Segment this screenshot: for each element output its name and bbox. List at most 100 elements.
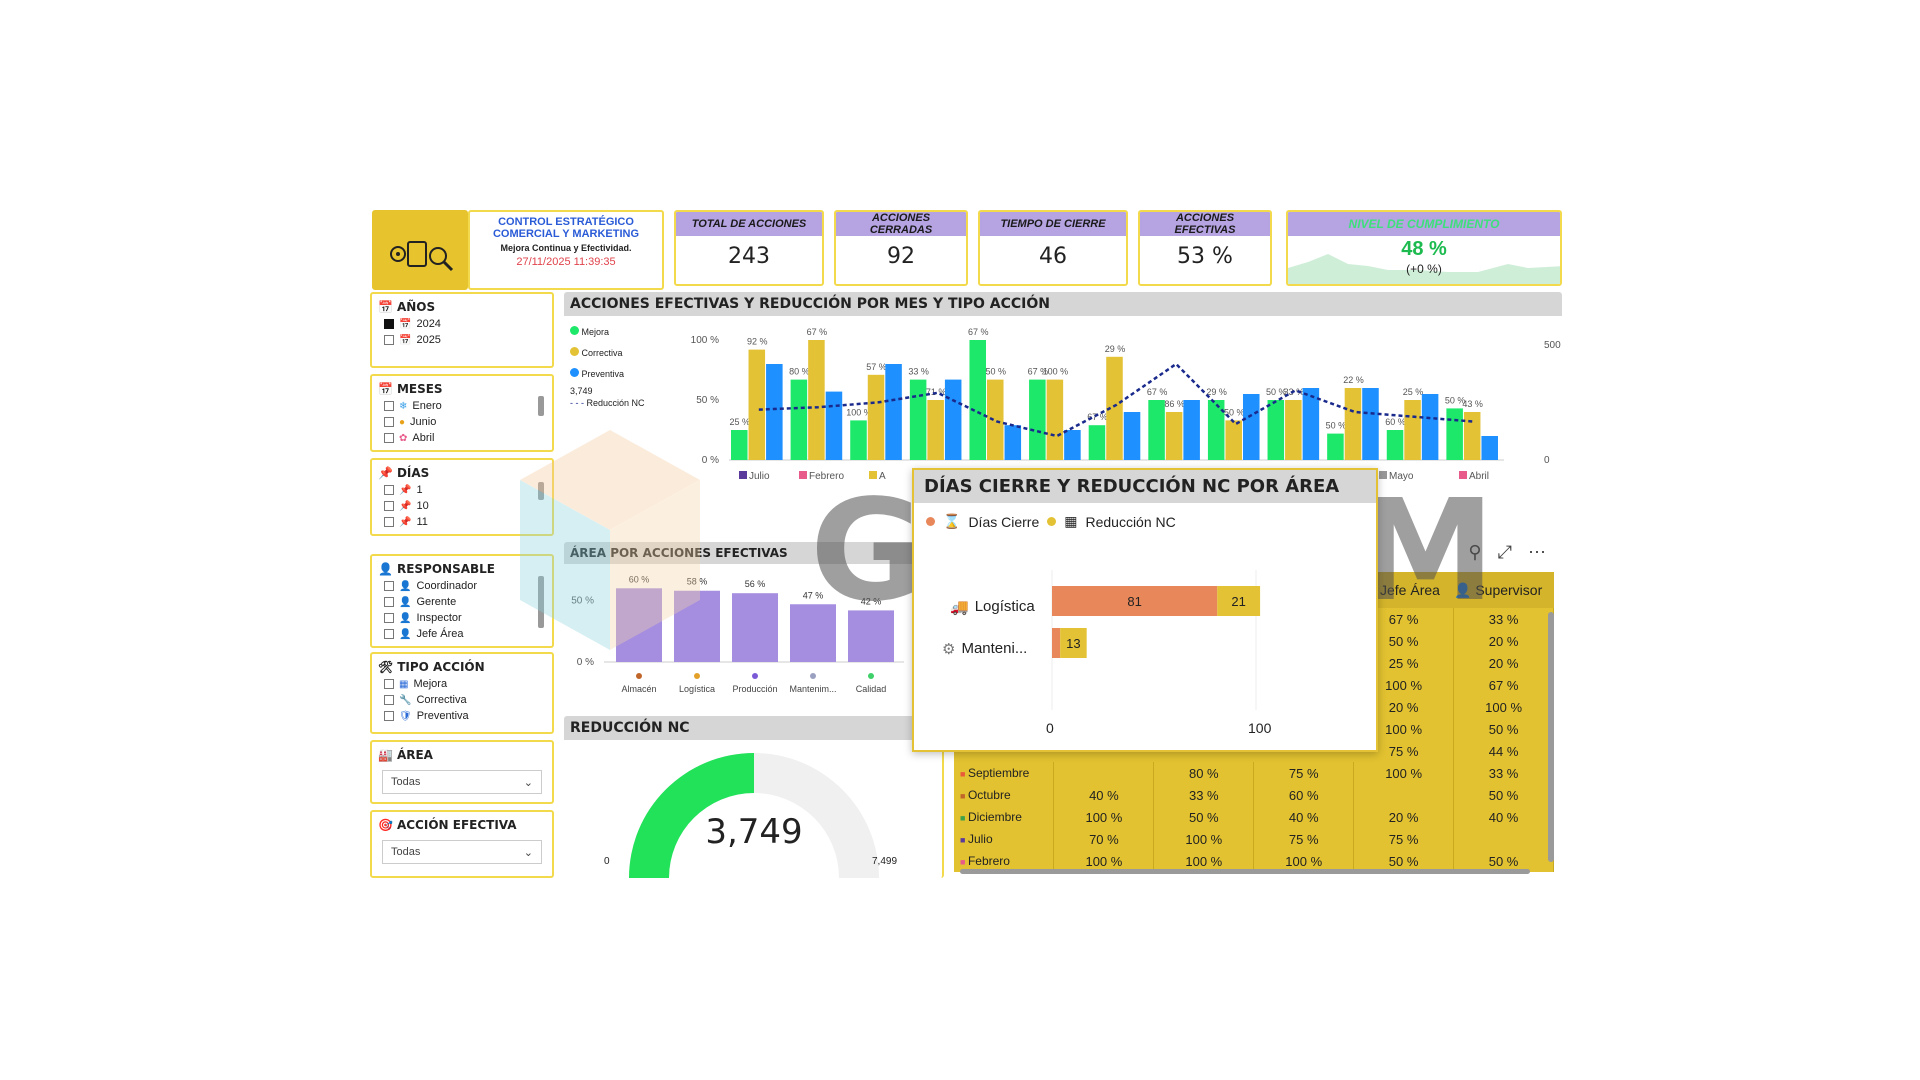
bar-correctiva[interactable] xyxy=(1404,400,1421,460)
kpi-acciones-cerradas[interactable]: ACCIONES CERRADAS 92 xyxy=(834,210,968,286)
slicer-option-2025[interactable]: 📅 2025 xyxy=(384,332,552,348)
bar-mejora[interactable] xyxy=(909,379,927,460)
slicer-option-inspector[interactable]: 👤 Inspector xyxy=(384,610,552,626)
slicer-anios[interactable]: 📅 AÑOS 📅 2024 📅 2025 xyxy=(370,292,554,368)
bar-preventiva[interactable] xyxy=(1362,388,1379,460)
bar-correctiva[interactable] xyxy=(867,374,885,460)
bar-mejora[interactable] xyxy=(1148,400,1165,460)
slicer-option-correctiva[interactable]: 🔧 Correctiva xyxy=(384,692,552,708)
table-row[interactable]: ■ Julio 70 % 100 % 75 % 75 % xyxy=(954,828,1554,850)
table-header-supervisor[interactable]: 👤 Supervisor xyxy=(1454,582,1543,598)
bar-area[interactable] xyxy=(732,593,778,662)
bar-mejora[interactable] xyxy=(790,379,808,460)
bar-mejora[interactable] xyxy=(1029,379,1046,460)
checkbox-checked[interactable] xyxy=(384,319,394,329)
scrollbar-thumb[interactable] xyxy=(538,576,544,628)
slicer-option-coordinador[interactable]: 👤 Coordinador xyxy=(384,578,552,594)
scrollbar-thumb[interactable] xyxy=(538,482,544,500)
slicer-option-dia-10[interactable]: 📌 10 xyxy=(384,498,552,514)
table-vscrollbar[interactable] xyxy=(1548,612,1554,862)
more-options-icon[interactable]: ⋯ xyxy=(1528,542,1546,562)
slicer-option-enero[interactable]: ❄ Enero xyxy=(384,398,552,414)
filter-icon[interactable]: ⚲ xyxy=(1468,542,1482,562)
slicer-tipo-accion[interactable]: 🛠 TIPO ACCIÓN ▦ Mejora 🔧 Correctiva 🛡 Preven… xyxy=(370,652,554,734)
bar-correctiva[interactable] xyxy=(1165,412,1183,460)
bar-preventiva[interactable] xyxy=(944,379,962,460)
checkbox[interactable] xyxy=(384,335,394,345)
table-row[interactable]: ■ Septiembre 80 % 75 % 100 % 33 % xyxy=(954,762,1554,784)
table-row[interactable]: ■ Diciembre 100 % 50 % 40 % 20 % 40 % xyxy=(954,806,1554,828)
bar-preventiva[interactable] xyxy=(1481,436,1498,460)
expand-icon[interactable]: ⤢ xyxy=(1497,542,1512,562)
area-chart-card[interactable]: ÁREA POR ACCIONES EFECTIVAS 50 % 0 % 60 % A… xyxy=(564,542,914,708)
slicer-option-abril[interactable]: ✿ Abril xyxy=(384,430,552,446)
bar-preventiva[interactable] xyxy=(1064,430,1081,460)
bar-mejora[interactable] xyxy=(1088,425,1106,460)
bar-area[interactable] xyxy=(790,604,836,662)
table-row[interactable]: 100 % 50 % xyxy=(1354,718,1554,740)
bar-mejora[interactable] xyxy=(1207,400,1225,460)
kpi-total-acciones[interactable]: TOTAL DE ACCIONES 243 xyxy=(674,210,824,286)
bar-preventiva[interactable] xyxy=(885,364,902,460)
legend-item-correctiva[interactable]: Correctiva xyxy=(570,343,645,364)
bar-preventiva[interactable] xyxy=(1242,394,1260,460)
bar-area[interactable] xyxy=(616,588,662,662)
bar-mejora[interactable] xyxy=(1446,408,1463,460)
slicer-option-dia-11[interactable]: 📌 11 xyxy=(384,514,552,530)
kpi-acciones-efectivas[interactable]: ACCIONES EFECTIVAS 53 % xyxy=(1138,210,1272,286)
scrollbar-thumb[interactable] xyxy=(538,396,544,416)
bar-preventiva[interactable] xyxy=(825,391,843,460)
bar-preventiva[interactable] xyxy=(766,364,783,460)
bar-mejora[interactable] xyxy=(969,340,986,460)
table-row[interactable]: 100 % 67 % xyxy=(1354,674,1554,696)
bar-preventiva[interactable] xyxy=(1302,388,1320,460)
legend-item-reduccion[interactable]: 3,749- - - Reducción NC xyxy=(570,386,645,408)
slicer-option-dia-1[interactable]: 📌 1 xyxy=(384,482,552,498)
bar-correctiva[interactable] xyxy=(748,349,766,460)
bar-correctiva[interactable] xyxy=(927,400,944,460)
table-row[interactable]: 25 % 20 % xyxy=(1354,652,1554,674)
bar-preventiva[interactable] xyxy=(1123,412,1141,460)
slicer-option-jefe-area[interactable]: 👤 Jefe Área xyxy=(384,626,552,642)
bar-correctiva[interactable] xyxy=(1285,400,1302,460)
bar-mejora[interactable] xyxy=(850,420,867,460)
kpi-tiempo-cierre[interactable]: TIEMPO DE CIERRE 46 xyxy=(978,210,1128,286)
table-row[interactable]: ■ Octubre 40 % 33 % 60 % 50 % xyxy=(954,784,1554,806)
bar-mejora[interactable] xyxy=(1386,430,1404,460)
bar-preventiva[interactable] xyxy=(1183,400,1200,460)
table-hscrollbar[interactable] xyxy=(960,869,1530,874)
gauge-card[interactable]: REDUCCIÓN NC 3,749 0 7,499 xyxy=(564,716,944,878)
slicer-responsable[interactable]: 👤 RESPONSABLE 👤 Coordinador 👤 Gerente 👤 Insp… xyxy=(370,554,554,648)
bar-correctiva[interactable] xyxy=(1046,379,1064,460)
slicer-option-preventiva[interactable]: 🛡 Preventiva xyxy=(384,708,552,724)
table-row[interactable]: ■ Febrero 100 % 100 % 100 % 50 % 50 % xyxy=(954,850,1554,872)
bar-preventiva[interactable] xyxy=(1421,394,1439,460)
bar-area[interactable] xyxy=(848,610,894,662)
slicer-area[interactable]: 🏭 ÁREA Todas ⌄ xyxy=(370,740,554,804)
bar-mejora[interactable] xyxy=(1327,433,1344,460)
table-row[interactable]: 67 % 33 % xyxy=(1354,608,1554,630)
bar-correctiva[interactable] xyxy=(808,340,825,460)
table-header-jefe-area[interactable]: Jefe Área xyxy=(1380,582,1440,598)
slicer-option-junio[interactable]: ● Junio xyxy=(384,414,552,430)
bar-correctiva[interactable] xyxy=(1344,388,1362,460)
table-row[interactable]: 75 % 44 % xyxy=(1354,740,1554,762)
slicer-option-2024[interactable]: 📅 2024 xyxy=(384,316,552,332)
kpi-nivel-cumplimiento[interactable]: NIVEL DE CUMPLIMIENTO 48 % (+0 %) xyxy=(1286,210,1562,286)
slicer-dias[interactable]: 📌 DÍAS 📌 1 📌 10 📌 11 xyxy=(370,458,554,536)
table-row[interactable]: 50 % 20 % xyxy=(1354,630,1554,652)
legend-item-preventiva[interactable]: Preventiva xyxy=(570,364,645,385)
slicer-option-gerente[interactable]: 👤 Gerente xyxy=(384,594,552,610)
bar-correctiva[interactable] xyxy=(986,379,1004,460)
bar-mejora[interactable] xyxy=(1267,400,1285,460)
slicer-accion-efectiva[interactable]: 🎯 ACCIÓN EFECTIVA Todas ⌄ xyxy=(370,810,554,878)
bar-correctiva[interactable] xyxy=(1225,420,1242,460)
area-dropdown[interactable]: Todas ⌄ xyxy=(382,770,542,794)
table-row[interactable]: 20 % 100 % xyxy=(1354,696,1554,718)
bar-mejora[interactable] xyxy=(731,430,748,460)
bar-area[interactable] xyxy=(674,590,720,662)
line-reduccion-nc[interactable] xyxy=(758,362,1475,438)
legend-item-mejora[interactable]: Mejora xyxy=(570,322,645,343)
bar-correctiva[interactable] xyxy=(1463,412,1481,460)
